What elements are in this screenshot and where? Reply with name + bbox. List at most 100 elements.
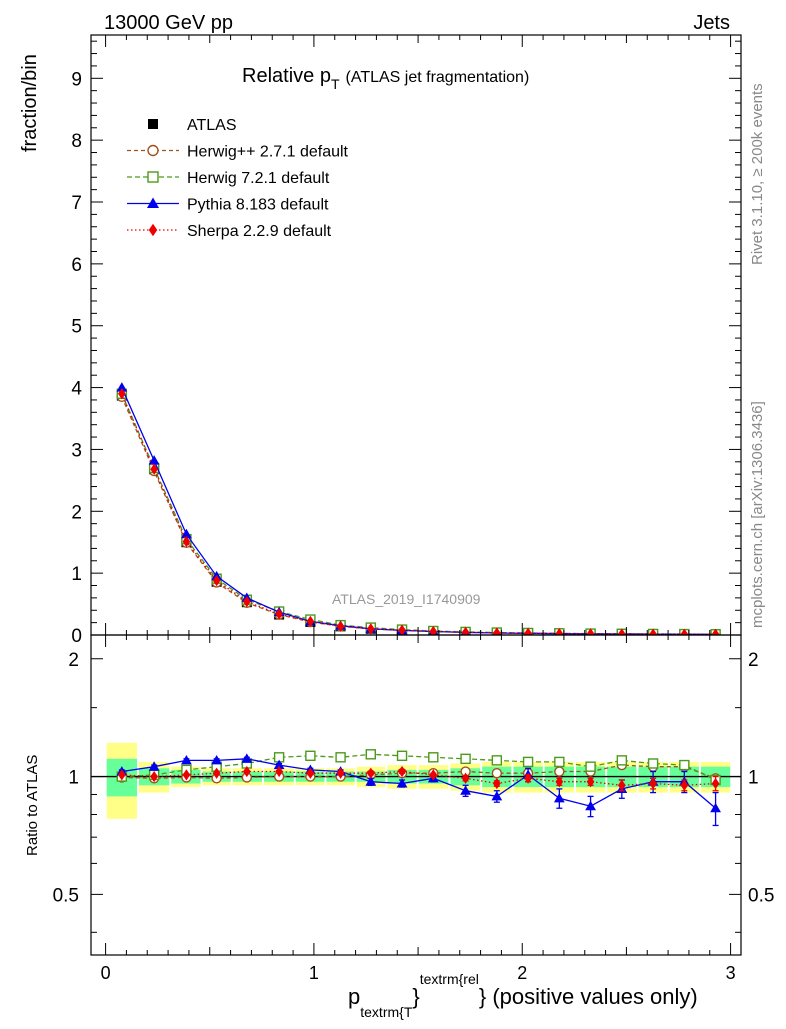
sherpa-point (618, 628, 626, 635)
pythia-point (116, 382, 128, 392)
legend-label-sherpa: Sherpa 2.2.9 default (187, 223, 332, 240)
main-plot (116, 382, 721, 635)
sherpa-ratio-point (150, 770, 158, 783)
ratio-tick-label-right: 1 (748, 768, 759, 789)
legend-label-atlas: ATLAS (187, 117, 237, 134)
herwig7-ratio-point (428, 752, 439, 763)
sherpa-point (493, 627, 501, 635)
x-tick-label: 0 (101, 963, 111, 983)
sherpa-point (461, 626, 470, 635)
y-tick-label: 1 (71, 564, 82, 585)
legend: ATLAS Herwig++ 2.7.1 default Herwig 7.2.1 … (127, 117, 349, 240)
pythia-ratio-point (553, 792, 565, 803)
x-label-sup: textrm{rel (420, 971, 479, 987)
sherpa-ratio-point (275, 765, 283, 778)
sherpa-point (555, 627, 564, 635)
x-label-close: } (412, 984, 419, 1009)
sherpa-ratio-point (212, 767, 221, 779)
sherpa-point (306, 615, 315, 628)
ratio-tick-label-right: 2 (748, 650, 759, 671)
axes: 0 1 2 3 0 1 2 3 4 5 6 7 8 9 0.5 0.5 1 1 2 2 (53, 35, 774, 983)
sherpa-point (429, 625, 438, 635)
pythia-point (181, 528, 192, 539)
plot-title: Relative pT (ATLAS jet fragmentation) (242, 65, 529, 92)
ratio-tick-label: 2 (68, 650, 79, 671)
sherpa-point (275, 608, 283, 620)
herwig7-ratio-point (522, 756, 534, 768)
legend-label-herwig7: Herwig 7.2.1 default (187, 170, 330, 187)
herwig7-ratio-point (396, 750, 408, 761)
x-label-sub: textrm{T (360, 1004, 413, 1020)
pythia-ratio-point (365, 776, 377, 786)
sherpa-ratio-point (336, 767, 345, 779)
sherpa-ratio-point (555, 776, 564, 788)
sherpa-point (118, 388, 126, 400)
herwigpp-ratio-point (554, 766, 565, 777)
herwig7-ratio-point (616, 755, 628, 766)
energy-label: 13000 GeV pp (104, 12, 233, 34)
sherpa-ratio-point (461, 772, 470, 784)
sherpa-point (586, 628, 595, 635)
herwig7-ratio-point (365, 749, 376, 760)
sherpa-point (398, 624, 406, 635)
pythia-ratio-point (273, 759, 285, 770)
analysis-id: ATLAS_2019_I1740909 (332, 591, 481, 607)
sherpa-point (649, 628, 657, 635)
ratio-tick-label: 1 (68, 768, 79, 789)
pythia-point (148, 455, 160, 465)
sherpa-ratio-point (524, 772, 532, 784)
sherpa-ratio-point (429, 769, 438, 781)
herwig7-ratio-point (647, 758, 659, 769)
title-rest: (ATLAS jet fragmentation) (346, 69, 530, 86)
herwig7-ratio-point (679, 759, 690, 771)
sherpa-ratio-point (649, 777, 657, 790)
pythia-ratio-point (211, 754, 223, 765)
ratio-series (91, 742, 741, 827)
herwigpp-ratio-point (491, 768, 503, 779)
legend-marker-pythia (147, 197, 159, 208)
pythia-ratio-point (148, 761, 160, 771)
herwig7-ratio-point (491, 755, 503, 766)
sherpa-line (121, 393, 716, 635)
y-tick-label: 3 (71, 440, 82, 461)
title-sub: T (331, 76, 340, 92)
herwig7-ratio-point (460, 753, 471, 765)
ratio-tick-label-right: 0.5 (748, 885, 774, 906)
pythia-ratio-point (396, 778, 408, 788)
sherpa-point (524, 627, 532, 635)
x-tick-label: 3 (726, 963, 736, 983)
x-axis-label: ptextrm{T}textrm{rel} (positive values o… (348, 971, 698, 1020)
sherpa-ratio-point (182, 769, 191, 781)
sherpa-ratio-point (398, 765, 406, 778)
legend-label-herwigpp: Herwig++ 2.7.1 default (187, 144, 349, 161)
y-tick-label: 6 (71, 255, 82, 276)
y-tick-label: 0 (71, 626, 82, 647)
pythia-ratio-point (460, 785, 471, 795)
main-series (116, 382, 721, 635)
sherpa-ratio-point (243, 765, 251, 778)
sherpa-ratio-point (711, 777, 720, 790)
sherpa-ratio-point (586, 776, 595, 788)
sherpa-ratio-point (618, 779, 626, 791)
y-tick-label: 8 (71, 131, 82, 152)
herwig7-ratio-point (585, 761, 596, 772)
process-label: Jets (693, 12, 730, 34)
sherpa-ratio-line (121, 770, 716, 786)
sherpa-ratio-point (118, 769, 126, 781)
sherpa-point (212, 574, 221, 587)
x-label-p: p (348, 984, 360, 1009)
y-tick-label: 2 (71, 502, 82, 523)
sherpa-point (680, 628, 689, 635)
y-axis-label: fraction/bin (19, 54, 41, 152)
sherpa-ratio-point (493, 777, 501, 790)
title-main: Relative p (242, 65, 331, 87)
herwig7-ratio-point (335, 752, 346, 763)
sherpa-ratio-point (366, 767, 375, 779)
ratio-plot (91, 742, 741, 827)
mcplots-label: mcplots.cern.ch [arXiv:1306.3436] (749, 401, 766, 628)
legend-marker-sherpa (148, 223, 158, 237)
sherpa-point (366, 623, 375, 635)
y-tick-label: 5 (71, 317, 82, 338)
sherpa-point (150, 463, 158, 475)
y-tick-label: 9 (71, 69, 82, 90)
